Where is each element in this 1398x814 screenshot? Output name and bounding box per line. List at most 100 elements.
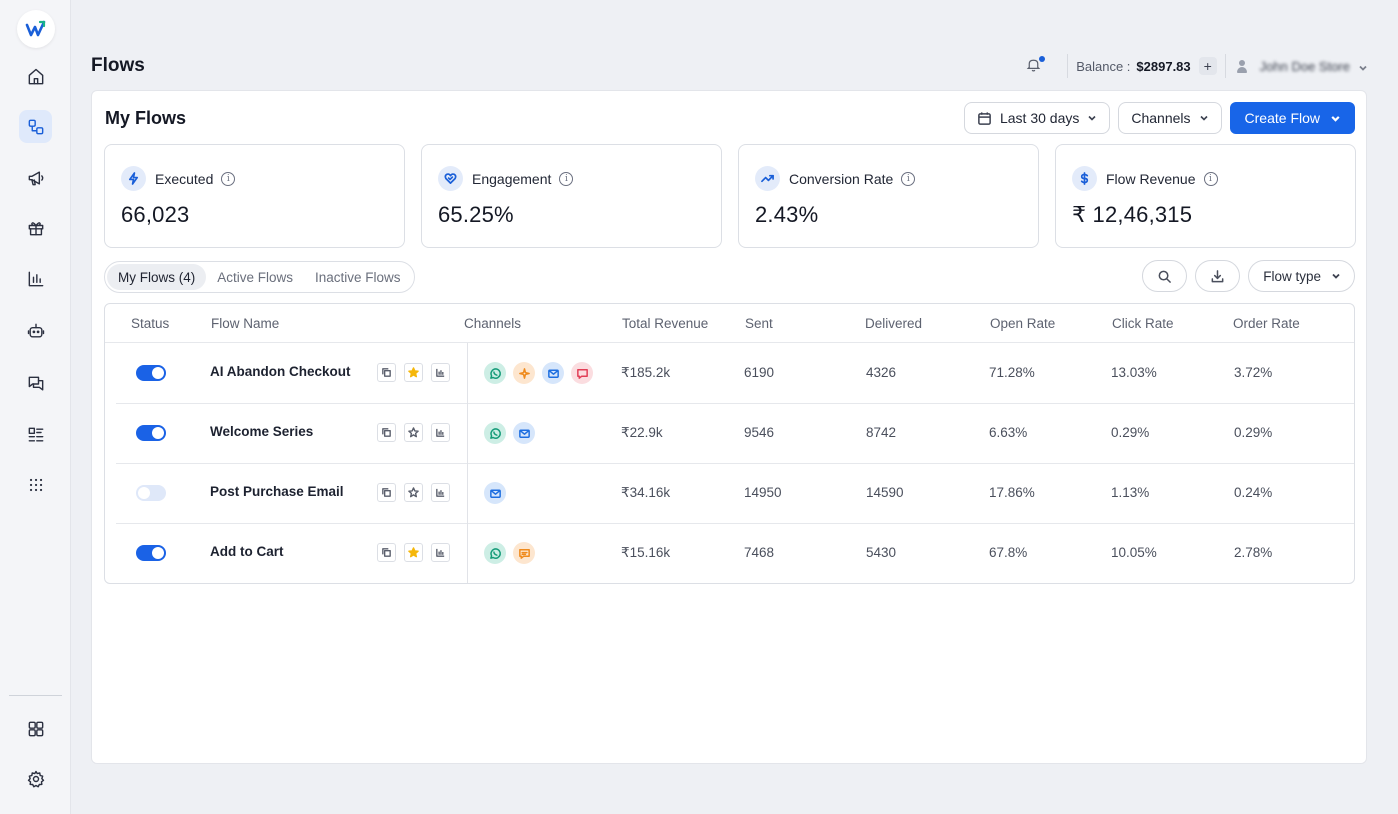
notifications-button[interactable] bbox=[1025, 56, 1046, 76]
download-button[interactable] bbox=[1195, 260, 1241, 292]
table-row[interactable]: Post Purchase Email ₹34.16k 14950 14590 … bbox=[105, 463, 1354, 524]
whatsapp-icon bbox=[484, 542, 506, 564]
column-header[interactable]: Status bbox=[131, 316, 170, 331]
column-header[interactable]: Delivered bbox=[865, 316, 923, 331]
star-icon[interactable] bbox=[404, 363, 423, 382]
search-button[interactable] bbox=[1142, 260, 1188, 292]
info-icon[interactable]: i bbox=[559, 172, 574, 186]
sidebar bbox=[0, 0, 71, 814]
metric-value: 66,023 bbox=[121, 202, 190, 227]
status-toggle[interactable] bbox=[136, 485, 166, 501]
nav-settings[interactable] bbox=[19, 762, 52, 795]
metric-card-engagement: Engagement i 65.25% bbox=[421, 144, 722, 248]
apps-grid-icon bbox=[29, 478, 42, 491]
flow-name[interactable]: Add to Cart bbox=[210, 544, 284, 559]
copy-icon[interactable] bbox=[377, 423, 396, 442]
metric-label: Flow Revenue bbox=[1106, 171, 1196, 187]
copy-icon[interactable] bbox=[377, 483, 396, 502]
chat-icon bbox=[28, 376, 43, 391]
logo-w-icon bbox=[25, 20, 46, 37]
sent-count: 9546 bbox=[744, 425, 775, 440]
total-revenue: ₹22.9k bbox=[621, 425, 663, 440]
channels-dropdown[interactable]: Channels bbox=[1118, 102, 1222, 134]
flow-type-dropdown[interactable]: Flow type bbox=[1248, 260, 1355, 292]
gift-icon bbox=[28, 221, 43, 235]
sent-count: 14950 bbox=[744, 485, 782, 500]
bell-icon bbox=[1026, 59, 1041, 72]
nav-flows[interactable] bbox=[19, 110, 52, 143]
table-row[interactable]: AI Abandon Checkout ₹185.2k 6190 4326 71… bbox=[105, 343, 1354, 404]
nav-analytics[interactable] bbox=[19, 262, 52, 295]
nav-lists[interactable] bbox=[19, 418, 52, 451]
flow-name[interactable]: AI Abandon Checkout bbox=[210, 364, 351, 379]
create-flow-button[interactable]: Create Flow bbox=[1229, 102, 1355, 134]
nav-chatbot[interactable] bbox=[19, 314, 52, 347]
table-header: Status Flow Name Channels Total Revenue … bbox=[105, 304, 1354, 343]
metric-value: 2.43% bbox=[755, 202, 819, 227]
copy-icon[interactable] bbox=[377, 363, 396, 382]
flow-tabs: My Flows (4) Active Flows Inactive Flows bbox=[104, 261, 415, 293]
open-rate: 17.86% bbox=[989, 485, 1035, 500]
list-icon bbox=[28, 427, 43, 442]
email-icon bbox=[542, 362, 564, 384]
column-header[interactable]: Open Rate bbox=[990, 316, 1056, 331]
analytics-icon[interactable] bbox=[431, 543, 450, 562]
flows-icon bbox=[28, 119, 43, 134]
order-rate: 2.78% bbox=[1234, 545, 1273, 560]
table-row[interactable]: Welcome Series ₹22.9k 9546 8742 6.63% 0.… bbox=[105, 403, 1354, 464]
date-range-dropdown[interactable]: Last 30 days bbox=[963, 102, 1111, 134]
star-icon[interactable] bbox=[404, 543, 423, 562]
nav-rewards[interactable] bbox=[19, 211, 52, 244]
status-toggle[interactable] bbox=[136, 425, 166, 441]
bolt-icon bbox=[121, 166, 146, 191]
tab-active-flows[interactable]: Active Flows bbox=[217, 269, 294, 285]
email-icon bbox=[513, 422, 535, 444]
add-balance-button[interactable]: + bbox=[1198, 57, 1217, 75]
chevron-down-icon bbox=[1088, 115, 1096, 121]
tab-inactive-flows[interactable]: Inactive Flows bbox=[315, 269, 401, 285]
tab-my-flows[interactable]: My Flows (4) bbox=[107, 264, 207, 290]
metric-label: Engagement bbox=[472, 171, 552, 187]
order-rate: 3.72% bbox=[1234, 365, 1273, 380]
nav-more-apps[interactable] bbox=[19, 468, 52, 501]
chevron-down-icon bbox=[1358, 61, 1368, 71]
click-rate: 13.03% bbox=[1111, 365, 1157, 380]
info-icon[interactable]: i bbox=[901, 172, 916, 186]
user-menu[interactable]: John Doe Store bbox=[1234, 58, 1368, 74]
balance-label: Balance : bbox=[1076, 58, 1131, 74]
flow-name[interactable]: Welcome Series bbox=[210, 424, 314, 439]
brand-logo[interactable] bbox=[17, 10, 55, 48]
star-icon[interactable] bbox=[404, 483, 423, 502]
chat-message-icon bbox=[513, 542, 535, 564]
metric-label: Executed bbox=[155, 171, 214, 187]
order-rate: 0.24% bbox=[1234, 485, 1273, 500]
status-toggle[interactable] bbox=[136, 365, 166, 381]
table-row[interactable]: Add to Cart ₹15.16k 7468 5430 67.8% 10.0… bbox=[105, 523, 1354, 583]
copy-icon[interactable] bbox=[377, 543, 396, 562]
analytics-icon[interactable] bbox=[431, 423, 450, 442]
section-title: My Flows bbox=[105, 108, 187, 128]
column-header[interactable]: Click Rate bbox=[1112, 316, 1174, 331]
analytics-icon[interactable] bbox=[431, 483, 450, 502]
flows-table: Status Flow Name Channels Total Revenue … bbox=[104, 303, 1355, 584]
column-header[interactable]: Flow Name bbox=[211, 316, 280, 331]
info-icon[interactable]: i bbox=[1203, 172, 1218, 186]
metric-label: Conversion Rate bbox=[789, 171, 894, 187]
star-icon[interactable] bbox=[404, 423, 423, 442]
chevron-down-icon bbox=[1332, 273, 1340, 279]
nav-inbox[interactable] bbox=[19, 367, 52, 400]
column-header[interactable]: Sent bbox=[745, 316, 773, 331]
column-header[interactable]: Channels bbox=[464, 316, 522, 331]
nav-campaigns[interactable] bbox=[19, 161, 52, 194]
column-header[interactable]: Total Revenue bbox=[622, 316, 709, 331]
status-toggle[interactable] bbox=[136, 545, 166, 561]
column-header[interactable]: Order Rate bbox=[1233, 316, 1300, 331]
open-rate: 6.63% bbox=[989, 425, 1028, 440]
nav-dashboard[interactable] bbox=[19, 712, 52, 745]
info-icon[interactable]: i bbox=[221, 172, 236, 186]
flow-name[interactable]: Post Purchase Email bbox=[210, 484, 344, 499]
flows-panel: My Flows Last 30 days Channels Create Fl… bbox=[91, 90, 1367, 764]
nav-home[interactable] bbox=[19, 60, 52, 93]
flow-type-label: Flow type bbox=[1263, 268, 1321, 284]
analytics-icon[interactable] bbox=[431, 363, 450, 382]
